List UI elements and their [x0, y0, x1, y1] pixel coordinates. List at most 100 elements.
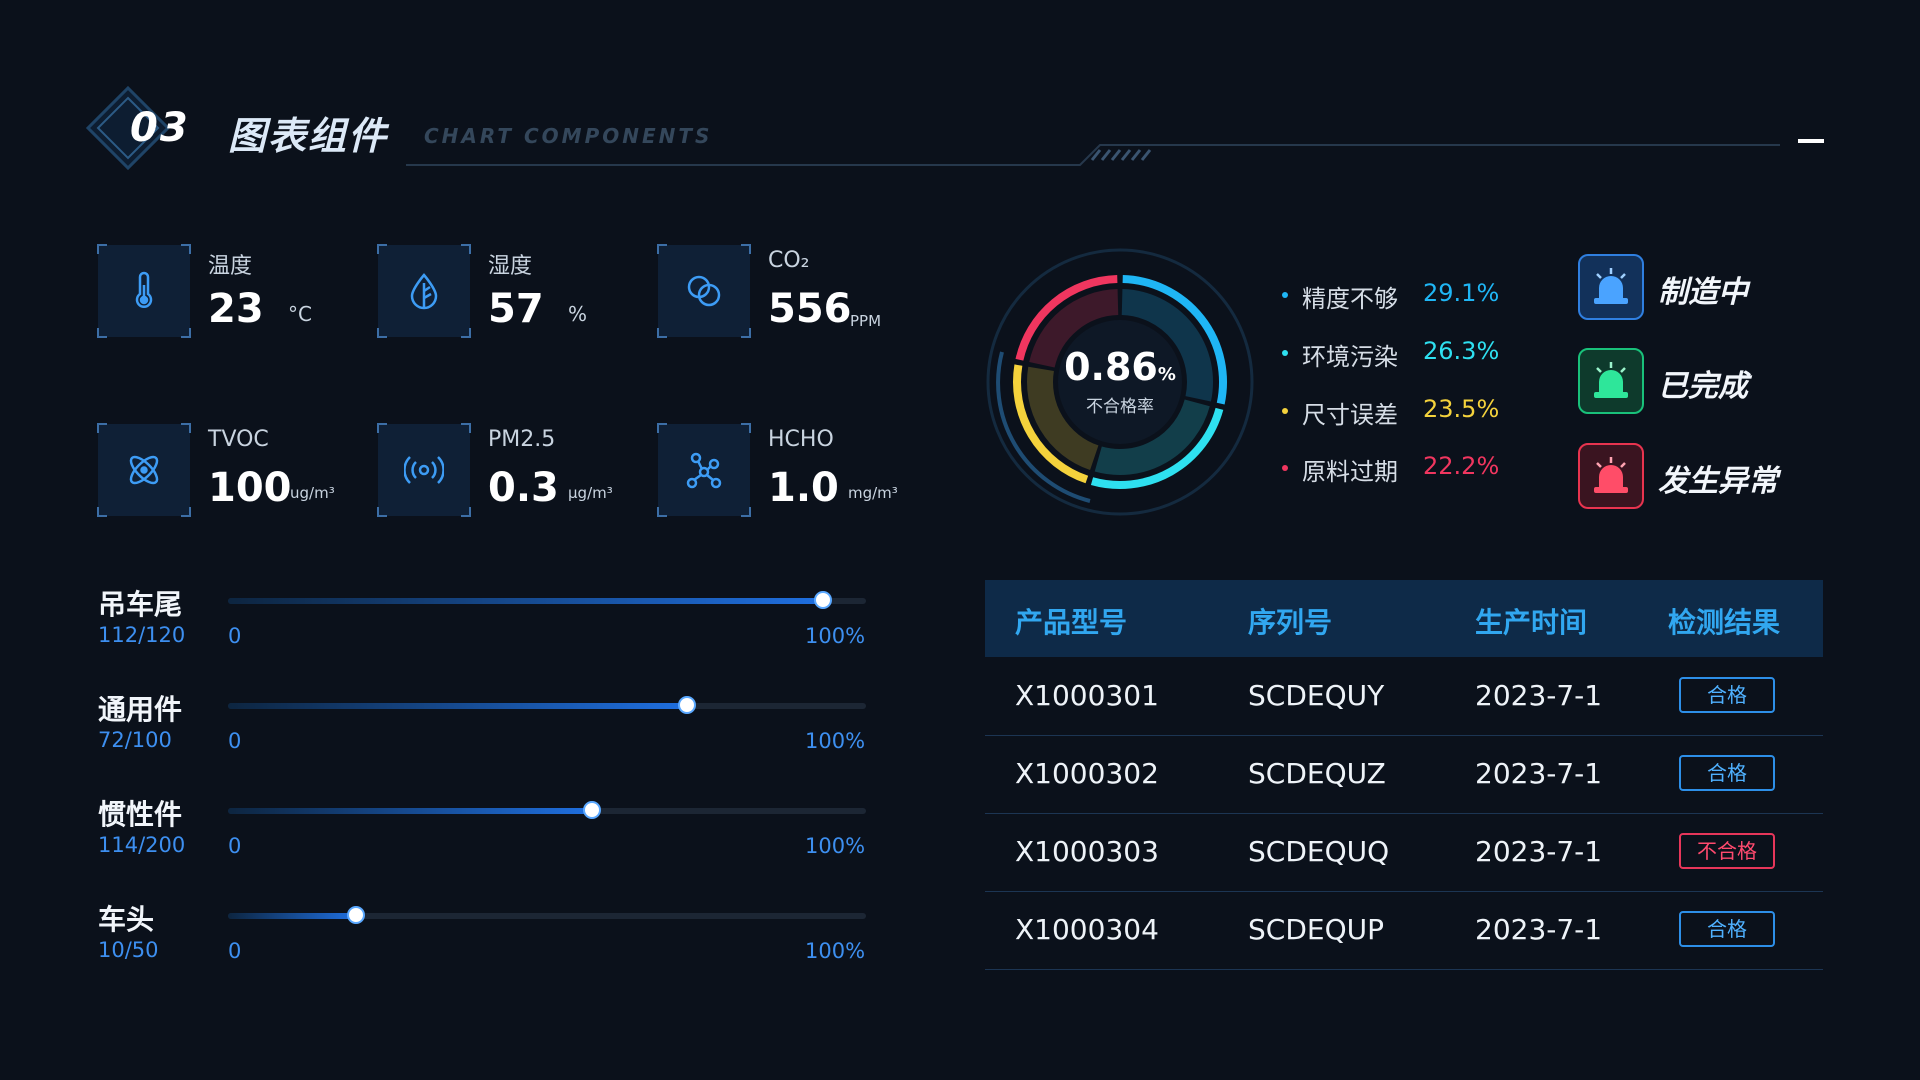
progress-min: 0: [228, 729, 242, 753]
column-header[interactable]: 产品型号: [1015, 606, 1128, 639]
section-number: 03: [130, 105, 190, 151]
date-cell: 2023-7-1: [1475, 913, 1603, 946]
page-title: 图表组件: [228, 114, 389, 158]
result-badge: 合格: [1679, 677, 1775, 713]
serial-cell: SCDEQUP: [1248, 913, 1384, 946]
date-cell: 2023-7-1: [1475, 835, 1603, 868]
result-badge: 合格: [1679, 911, 1775, 947]
bubbles-icon: [687, 275, 721, 307]
donut-segment-1: [1090, 407, 1224, 489]
date-cell: 2023-7-1: [1475, 679, 1603, 712]
siren-red-icon: [1578, 443, 1644, 509]
tvoc-tile: [97, 423, 191, 517]
donut-band-3: [1029, 289, 1119, 369]
sensor-unit: %: [568, 302, 588, 326]
signal-icon: [404, 456, 444, 484]
donut-segment-2: [1013, 364, 1089, 484]
model-cell: X1000302: [1015, 757, 1159, 790]
humidity-tile: [377, 244, 471, 338]
sensor-label: PM2.5: [488, 427, 556, 452]
result-badge: 合格: [1679, 755, 1775, 791]
sensor-value: 556: [768, 286, 852, 332]
legend-label: 尺寸误差: [1302, 401, 1398, 429]
donut-center-label: 不合格率: [1086, 397, 1154, 417]
model-cell: X1000301: [1015, 679, 1159, 712]
progress-track: [228, 913, 866, 919]
table-row[interactable]: X1000304 SCDEQUP 2023-7-1 合格: [985, 891, 1823, 970]
sensor-label: TVOC: [208, 427, 269, 452]
sensor-unit: PPM: [850, 312, 882, 330]
progress-knob[interactable]: [582, 801, 601, 819]
result-badge: 不合格: [1679, 833, 1775, 869]
column-header[interactable]: 序列号: [1248, 606, 1333, 639]
defect-donut-chart: 0.86% 不合格率: [986, 248, 1254, 516]
progress-fill: [228, 913, 356, 919]
siren-blue-icon: [1578, 254, 1644, 320]
progress-name: 车头: [98, 903, 155, 936]
legend-label: 精度不够: [1302, 285, 1398, 313]
donut-segment-3: [1015, 275, 1118, 361]
donut-segment-0: [1122, 275, 1227, 405]
sensor-value: 23: [208, 286, 264, 332]
header-decoration: [406, 144, 1780, 166]
serial-cell: SCDEQUY: [1248, 679, 1385, 712]
sensor-unit: μg/m³: [568, 484, 613, 502]
progress-max: 100%: [805, 729, 866, 753]
progress-count: 114/200: [98, 833, 186, 857]
serial-cell: SCDEQUZ: [1248, 757, 1386, 790]
co2-tile: [657, 244, 751, 338]
progress-name: 惯性件: [98, 798, 183, 831]
legend-dot: [1282, 408, 1288, 414]
model-cell: X1000304: [1015, 913, 1159, 946]
siren-green-icon: [1578, 348, 1644, 414]
pm25-tile: [377, 423, 471, 517]
progress-knob[interactable]: [678, 696, 697, 714]
legend-dot: [1282, 465, 1288, 471]
progress-min: 0: [228, 939, 242, 963]
progress-min: 0: [228, 834, 242, 858]
legend-value: 22.2%: [1423, 452, 1500, 480]
sensor-unit: °C: [288, 302, 312, 326]
progress-count: 10/50: [98, 938, 159, 962]
legend-dot: [1282, 292, 1288, 298]
atom-icon: [129, 455, 159, 485]
progress-count: 72/100: [98, 728, 172, 752]
sensor-label: HCHO: [768, 427, 834, 452]
progress-max: 100%: [805, 624, 866, 648]
table-row[interactable]: X1000303 SCDEQUQ 2023-7-1 不合格: [985, 813, 1823, 892]
thermometer-tile: [97, 244, 191, 338]
table-header: 产品型号 序列号 生产时间 检测结果: [985, 580, 1823, 657]
header-diamond-icon: [86, 86, 170, 170]
legend-value: 29.1%: [1423, 279, 1500, 307]
hcho-tile: [657, 423, 751, 517]
donut-center-value: 0.86%: [1064, 345, 1176, 389]
donut-band-0: [1121, 289, 1213, 402]
column-header[interactable]: 检测结果: [1668, 606, 1781, 639]
sensor-unit: mg/m³: [848, 484, 898, 502]
date-cell: 2023-7-1: [1475, 757, 1603, 790]
minimize-button[interactable]: [1798, 139, 1824, 143]
progress-knob[interactable]: [346, 906, 365, 924]
progress-fill: [228, 598, 824, 604]
progress-fill: [228, 703, 688, 709]
donut-band-1: [1094, 399, 1210, 475]
progress-fill: [228, 808, 592, 814]
progress-max: 100%: [805, 834, 866, 858]
thermometer-icon: [135, 271, 153, 308]
column-header[interactable]: 生产时间: [1475, 606, 1588, 639]
page-subtitle: CHART COMPONENTS: [424, 124, 713, 148]
legend-label: 环境污染: [1302, 343, 1398, 371]
table-row[interactable]: X1000301 SCDEQUY 2023-7-1 合格: [985, 657, 1823, 736]
progress-count: 112/120: [98, 623, 186, 647]
sensor-unit: ug/m³: [290, 484, 335, 502]
sensor-value: 1.0: [768, 465, 839, 511]
droplet-icon: [410, 273, 438, 310]
table-row[interactable]: X1000302 SCDEQUZ 2023-7-1 合格: [985, 735, 1823, 814]
legend-value: 23.5%: [1423, 395, 1500, 423]
model-cell: X1000303: [1015, 835, 1159, 868]
legend-value: 26.3%: [1423, 337, 1500, 365]
sensor-value: 57: [488, 286, 544, 332]
status-exception: 发生异常: [1658, 464, 1778, 499]
sensor-value: 100: [208, 465, 292, 511]
progress-knob[interactable]: [814, 591, 833, 609]
